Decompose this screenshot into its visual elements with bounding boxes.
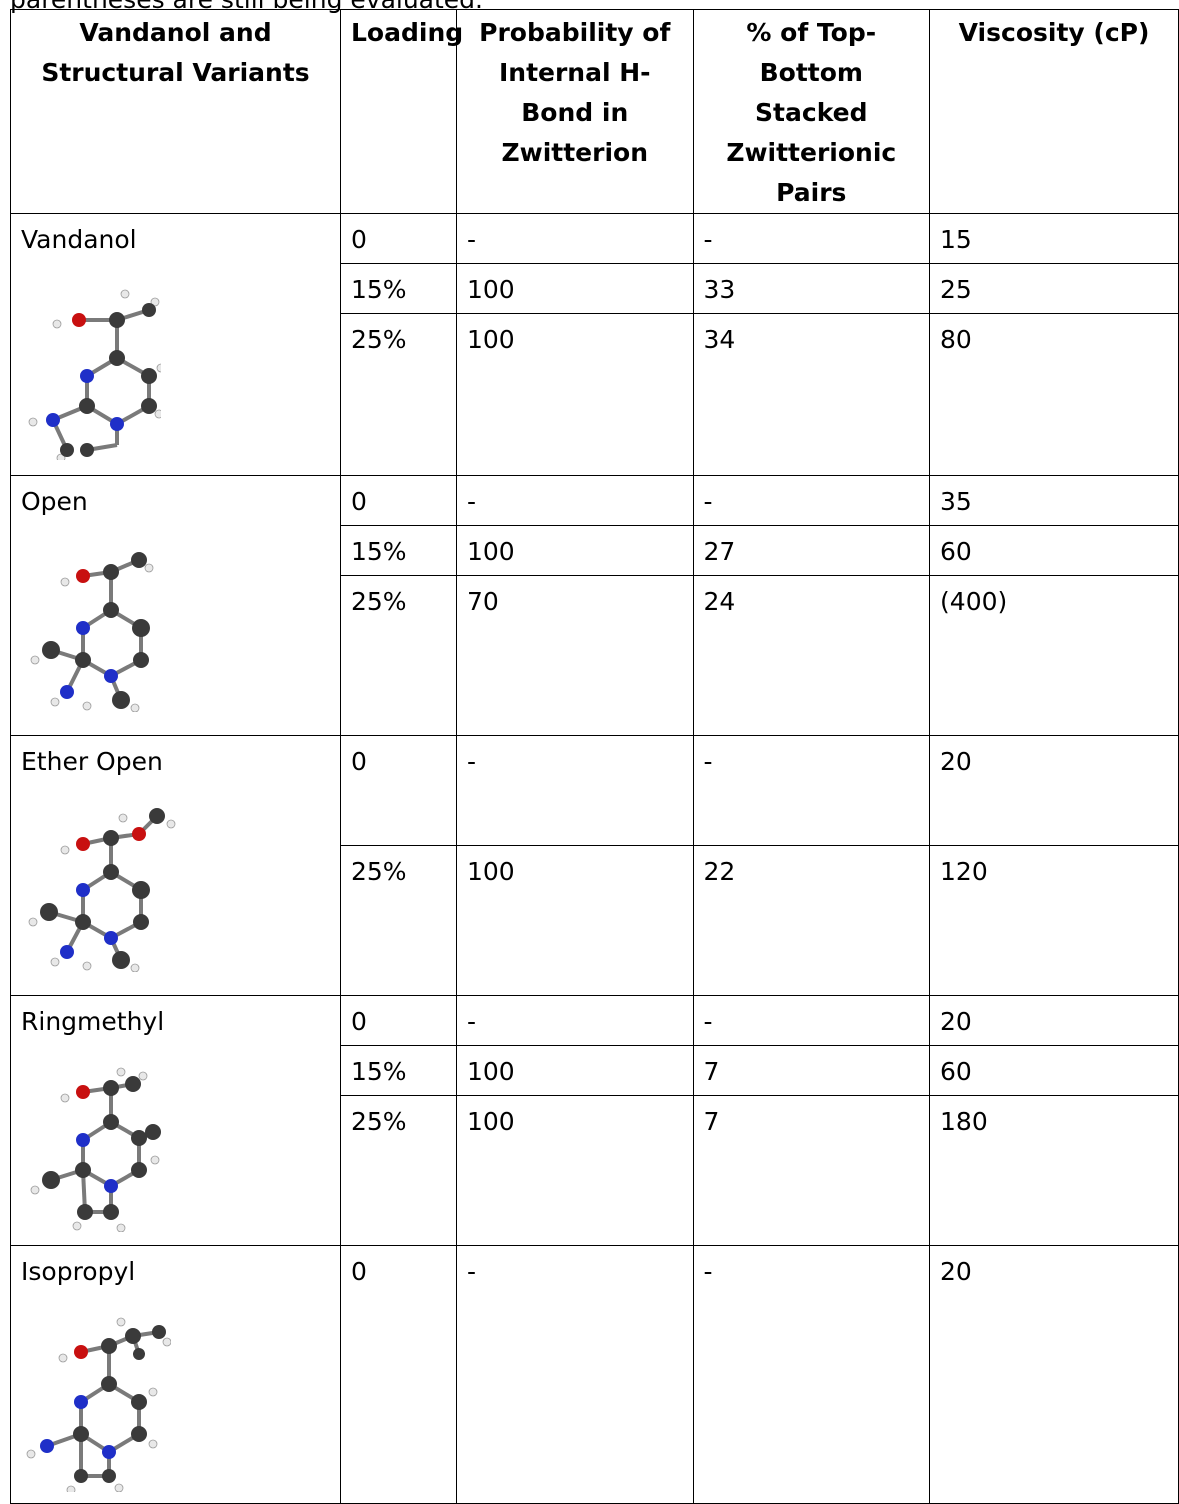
table-row: 15% 100 7 60 [11, 1045, 1179, 1096]
loading-cell: 15% [340, 525, 457, 576]
vandanol-structure-icon [28, 289, 161, 460]
loading-cell: 0 [340, 735, 457, 846]
table-row: Ether Open [10, 735, 1179, 996]
viscosity-cell: 80 [929, 313, 1179, 476]
stacked-cell: 33 [692, 263, 931, 314]
table-row: 25% 70 24 (400) [11, 575, 1179, 736]
stacked-cell: 7 [692, 1095, 931, 1246]
table-row: Vandanol 0 [10, 213, 1179, 476]
ether-open-structure-icon [28, 808, 176, 972]
variant-name: Isopropyl [21, 1257, 136, 1286]
probability-cell: - [456, 995, 694, 1046]
stacked-cell: 24 [692, 575, 931, 736]
table-row: Open 0 - [10, 475, 1179, 736]
probability-cell: - [456, 1245, 694, 1504]
probability-cell: - [456, 735, 694, 846]
stacked-cell: 7 [692, 1045, 931, 1096]
table-row: 25% 100 7 180 [11, 1095, 1179, 1246]
viscosity-cell: 60 [929, 1045, 1179, 1096]
loading-cell: 25% [340, 313, 457, 476]
variant-cell: Ether Open [10, 735, 341, 996]
variant-cell: Open [10, 475, 341, 736]
stacked-cell: - [692, 995, 931, 1046]
table-row: 25% 100 34 80 [11, 313, 1179, 476]
table-row: 15% 100 27 60 [11, 525, 1179, 576]
probability-cell: 70 [456, 575, 694, 736]
table-row: Ringmethyl [10, 995, 1179, 1246]
viscosity-cell: 180 [929, 1095, 1179, 1246]
variant-cell: Ringmethyl [10, 995, 341, 1246]
probability-cell: 100 [456, 845, 694, 996]
header-loading: Loading [340, 9, 463, 214]
viscosity-cell: 35 [929, 475, 1179, 526]
header-viscosity: Viscosity (cP) [929, 9, 1179, 214]
viscosity-cell: 20 [929, 1245, 1179, 1504]
loading-cell: 0 [340, 213, 457, 264]
stacked-cell: 22 [692, 845, 931, 996]
loading-cell: 25% [340, 1095, 457, 1246]
viscosity-cell: 20 [929, 995, 1179, 1046]
probability-cell: 100 [456, 525, 694, 576]
variant-cell: Isopropyl [10, 1245, 341, 1504]
viscosity-cell: 120 [929, 845, 1179, 996]
table-row: 25% 100 22 120 [11, 845, 1179, 996]
variant-cell: Vandanol [10, 213, 341, 476]
loading-cell: 0 [340, 1245, 457, 1504]
loading-cell: 15% [340, 1045, 457, 1096]
stacked-cell: - [692, 213, 931, 264]
stacked-cell: 27 [692, 525, 931, 576]
variant-name: Ether Open [21, 747, 163, 776]
viscosity-cell: 25 [929, 263, 1179, 314]
probability-cell: 100 [456, 1095, 694, 1246]
variant-name: Open [21, 487, 88, 516]
header-stacked: % of Top-Bottom Stacked Zwitterionic Pai… [692, 9, 931, 214]
header-probability: Probability of Internal H-Bond in Zwitte… [456, 9, 694, 214]
loading-cell: 25% [340, 575, 457, 736]
variants-table: Vandanol and Structural Variants Loading… [10, 9, 1179, 1504]
loading-cell: 0 [340, 995, 457, 1046]
stacked-cell: - [692, 475, 931, 526]
ringmethyl-structure-icon [30, 1067, 161, 1232]
viscosity-cell: 60 [929, 525, 1179, 576]
variant-name: Ringmethyl [21, 1007, 165, 1036]
table-row: 15% 100 33 25 [11, 263, 1179, 314]
probability-cell: 100 [456, 313, 694, 476]
viscosity-cell: 20 [929, 735, 1179, 846]
probability-cell: 100 [456, 1045, 694, 1096]
header-variant: Vandanol and Structural Variants [10, 9, 341, 214]
open-structure-icon [30, 552, 154, 712]
probability-cell: - [456, 475, 694, 526]
loading-cell: 25% [340, 845, 457, 996]
probability-cell: 100 [456, 263, 694, 314]
table-row: Isopropyl [10, 1245, 1179, 1504]
header-row: Vandanol and Structural Variants Loading… [10, 9, 1179, 214]
stacked-cell: 34 [692, 313, 931, 476]
loading-cell: 0 [340, 475, 457, 526]
loading-cell: 15% [340, 263, 457, 314]
viscosity-cell: (400) [929, 575, 1179, 736]
isopropyl-structure-icon [26, 1317, 171, 1492]
stacked-cell: - [692, 735, 931, 846]
stacked-cell: - [692, 1245, 931, 1504]
variant-name: Vandanol [21, 225, 137, 254]
probability-cell: - [456, 213, 694, 264]
viscosity-cell: 15 [929, 213, 1179, 264]
